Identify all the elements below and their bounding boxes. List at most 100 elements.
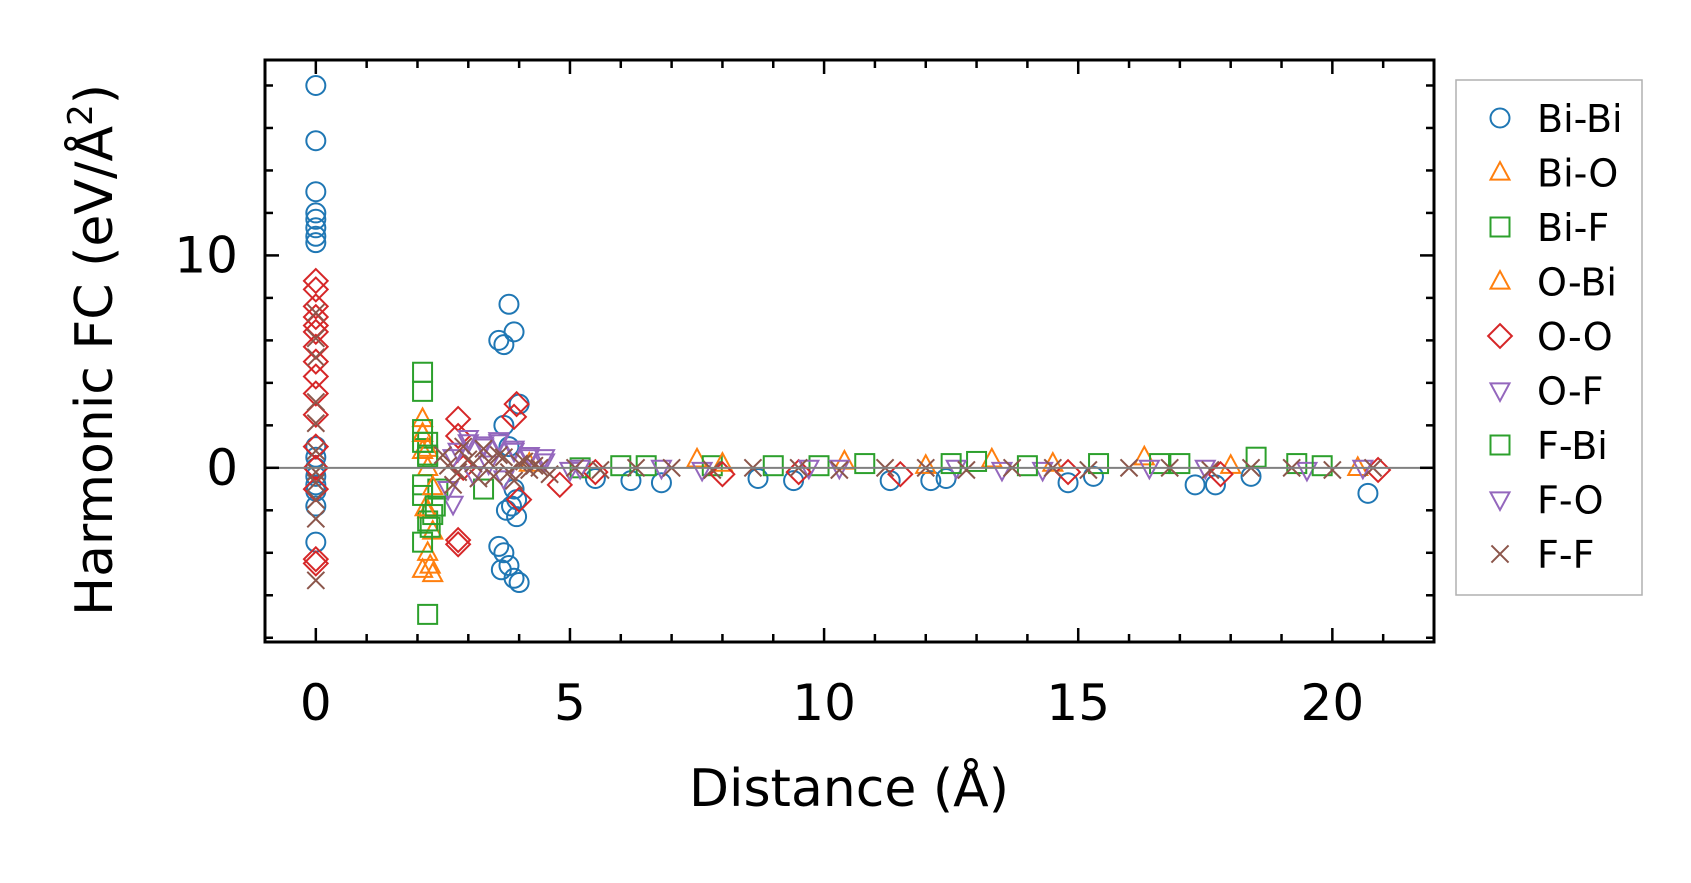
legend-entry-bi-f: Bi-F [1489, 206, 1609, 250]
point-o-bi [711, 451, 734, 472]
point-f-f [306, 328, 326, 348]
point-bi-f [1088, 453, 1110, 475]
point-o-o [302, 550, 330, 577]
point-f-f [494, 447, 514, 467]
point-bi-f [966, 450, 988, 472]
y-tick-labels: 0 10 [174, 226, 238, 496]
point-f-f [306, 392, 326, 412]
point-bi-f [412, 531, 434, 553]
point-f-f [591, 460, 610, 480]
point-bi-bi [747, 467, 769, 489]
axis-ticks [263, 60, 1436, 642]
x-tick-label: 5 [554, 674, 586, 732]
point-f-o [533, 453, 556, 475]
point-bi-bi [490, 559, 512, 581]
point-bi-bi [305, 181, 327, 203]
point-f-f [443, 475, 463, 495]
legend-label-bi-f: Bi-F [1537, 206, 1609, 250]
point-bi-bi [1357, 482, 1379, 504]
point-o-o [302, 276, 330, 303]
point-f-f [1323, 460, 1342, 480]
point-f-bi [419, 516, 441, 538]
point-f-f [703, 460, 722, 480]
point-f-o [441, 449, 465, 470]
point-bi-bi [650, 472, 672, 494]
point-bi-bi [920, 470, 942, 492]
point-f-f [484, 467, 503, 486]
y-axis-label-end: ) [65, 84, 125, 104]
point-f-bi [412, 484, 434, 506]
point-o-bi [1219, 453, 1242, 474]
legend-label-o-bi: O-Bi [1537, 261, 1617, 305]
point-o-f [487, 432, 510, 453]
point-bi-bi [305, 465, 327, 487]
point-o-f [1351, 459, 1375, 481]
legend-label-bi-o: Bi-O [1537, 152, 1618, 196]
legend-label-bi-bi: Bi-Bi [1537, 97, 1623, 141]
point-bi-bi [305, 217, 327, 239]
point-f-f [830, 460, 849, 480]
point-o-o [302, 303, 330, 331]
series-bi-f [412, 361, 1308, 625]
point-f-f [469, 469, 488, 488]
point-f-f [306, 303, 326, 323]
point-bi-bi [305, 474, 327, 496]
legend-label-o-o: O-O [1537, 315, 1613, 359]
legend-marker-f-f [1490, 544, 1510, 564]
point-o-o [302, 545, 330, 573]
point-bi-bi [503, 321, 525, 343]
point-o-f [436, 480, 460, 502]
point-o-o [887, 460, 914, 488]
legend-marker-o-o [1486, 322, 1514, 350]
legend-box [1455, 79, 1643, 596]
y-axis-label-main: Harmonic FC (eV/Å [63, 125, 125, 616]
point-f-f [489, 445, 509, 465]
point-o-f [797, 459, 821, 481]
point-bi-f [417, 510, 439, 532]
point-bi-bi [498, 436, 520, 458]
point-o-f [441, 495, 465, 517]
x-tick-labels: 0 5 10 15 20 [300, 674, 1364, 732]
y-tick-label: 10 [174, 226, 238, 284]
point-bi-bi [584, 467, 606, 489]
point-f-f [499, 462, 519, 482]
point-bi-bi [305, 202, 327, 224]
y-tick-label: 0 [206, 439, 238, 497]
point-o-o [302, 267, 330, 295]
point-f-f [474, 439, 493, 458]
legend-marker-o-f [1488, 382, 1512, 404]
point-o-o [505, 486, 533, 513]
point-f-o [990, 461, 1014, 483]
point-f-bi [610, 455, 632, 477]
point-bi-bi [305, 495, 327, 517]
point-bi-bi [1240, 465, 1262, 487]
legend-marker-bi-bi [1489, 107, 1511, 129]
point-o-o [503, 390, 530, 418]
point-o-f [492, 470, 516, 491]
point-o-f [1138, 459, 1161, 481]
legend-entry-f-o: F-O [1488, 479, 1604, 523]
series-o-o [302, 267, 1392, 577]
point-bi-bi [1184, 474, 1206, 496]
point-f-f [448, 462, 468, 482]
point-f-o [828, 459, 851, 481]
point-o-o [709, 460, 736, 488]
point-bi-o [411, 557, 434, 578]
point-f-f [306, 509, 326, 529]
legend-marker-f-o [1488, 491, 1512, 513]
point-bi-f [473, 478, 495, 500]
legend-marker-f-bi [1489, 434, 1511, 456]
point-f-f [306, 348, 326, 367]
point-bi-f [417, 603, 439, 625]
point-bi-bi [879, 470, 901, 492]
legend-label-f-o: F-O [1537, 479, 1604, 523]
point-f-f [509, 454, 529, 473]
x-tick-label: 20 [1301, 674, 1365, 732]
point-f-f [306, 473, 326, 492]
point-f-f [504, 471, 524, 490]
legend-entry-o-f: O-F [1488, 370, 1604, 414]
legend-entry-f-f: F-F [1490, 533, 1594, 577]
point-f-f [306, 441, 326, 461]
point-bi-bi [498, 293, 520, 315]
plot-frame [263, 58, 1436, 644]
